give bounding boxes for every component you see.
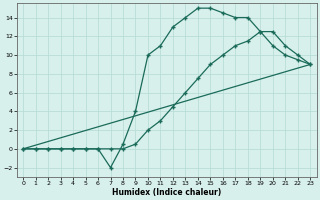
X-axis label: Humidex (Indice chaleur): Humidex (Indice chaleur) xyxy=(112,188,221,197)
